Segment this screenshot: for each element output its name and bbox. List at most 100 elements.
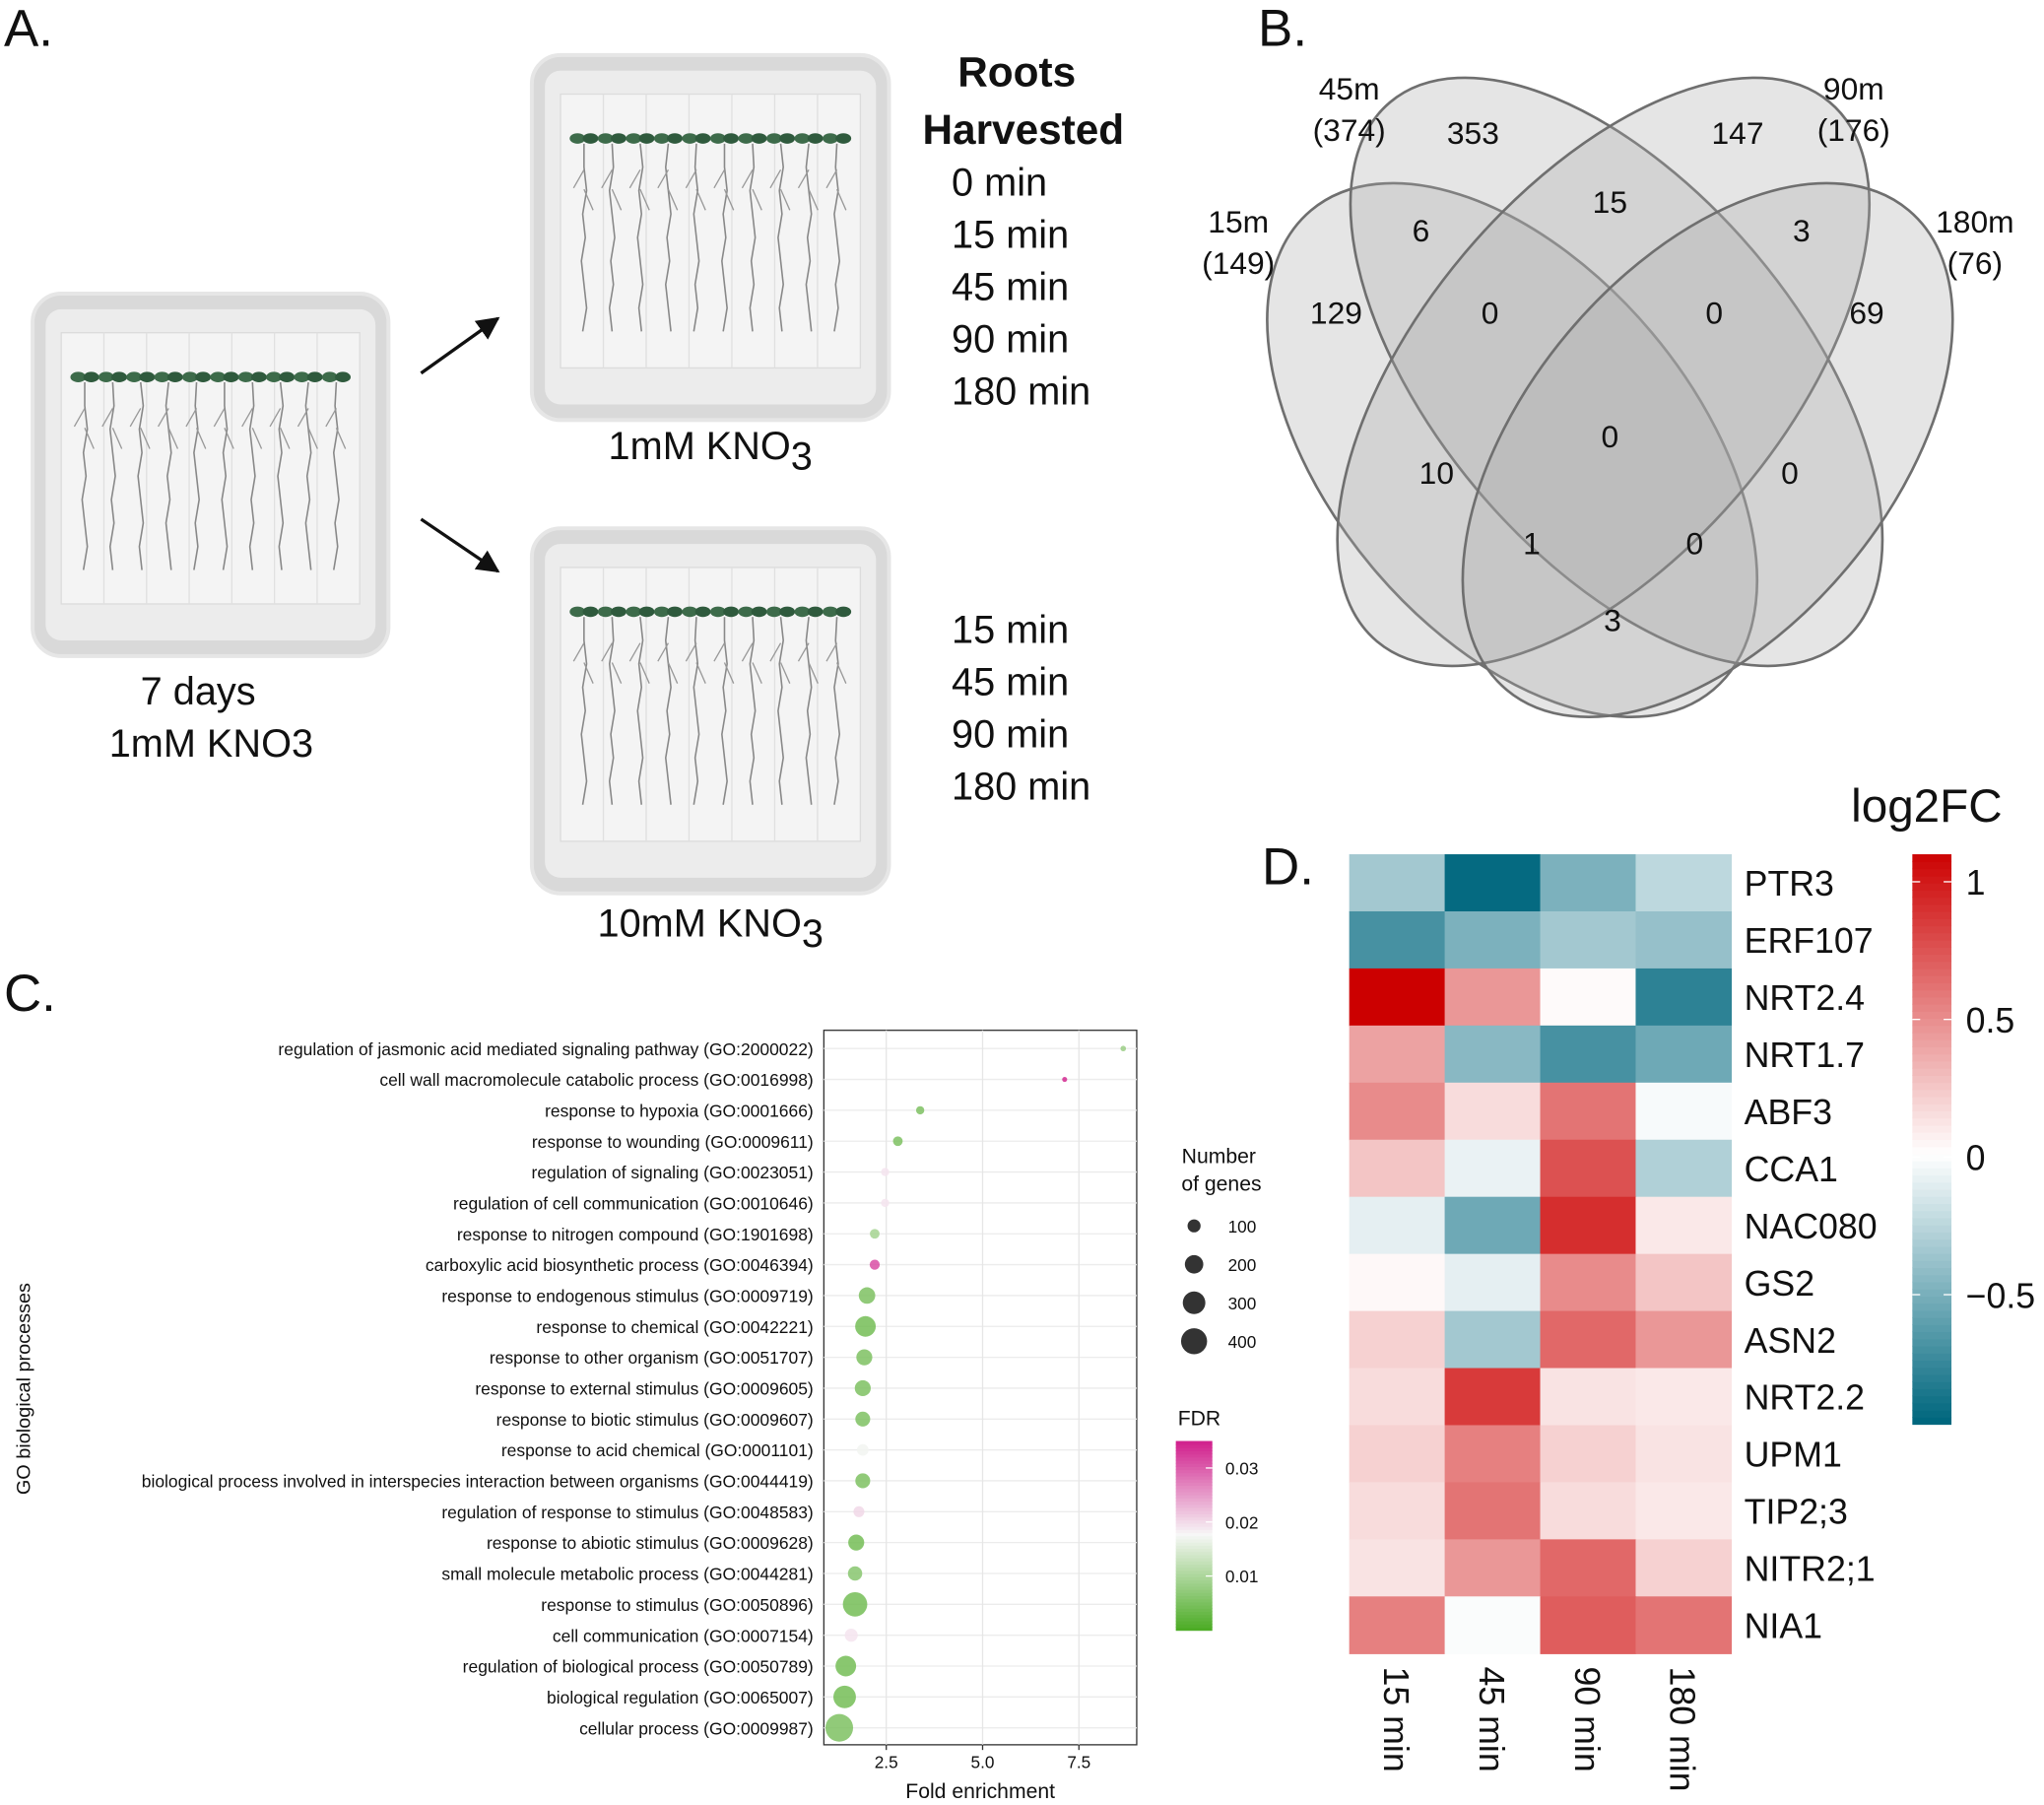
root xyxy=(777,617,784,805)
y-tick-label: regulation of response to stimulus (GO:0… xyxy=(441,1503,813,1522)
colorbar-step xyxy=(1912,1267,1952,1276)
colorbar-step xyxy=(1175,1522,1213,1527)
leaf xyxy=(582,133,599,144)
point xyxy=(869,1259,881,1270)
lateral-root xyxy=(101,408,123,449)
colorbar-step xyxy=(1175,1450,1213,1455)
colorbar-step xyxy=(1175,1588,1213,1593)
colorbar-step xyxy=(1175,1491,1213,1496)
leaf xyxy=(126,371,143,382)
heatmap-cell xyxy=(1349,1082,1446,1141)
colorbar-step xyxy=(1175,1611,1213,1616)
lateral-root xyxy=(797,168,819,211)
leaf xyxy=(626,133,642,144)
y-tick-label: cellular process (GO:0009987) xyxy=(579,1718,814,1738)
colorbar-step xyxy=(1175,1446,1213,1451)
y-tick-label: response to biotic stimulus (GO:0009607) xyxy=(496,1410,814,1430)
colorbar-step xyxy=(1912,996,1952,1005)
colorbar-step xyxy=(1175,1462,1213,1467)
heatmap-cell xyxy=(1349,1310,1446,1370)
row-label: ASN2 xyxy=(1745,1321,1836,1361)
heatmap-cell xyxy=(1444,1253,1542,1312)
colorbar-step xyxy=(1912,1288,1952,1298)
leaf xyxy=(723,606,740,618)
heatmap-cell xyxy=(1349,1539,1446,1597)
legend-size xyxy=(1184,1254,1204,1274)
colorbar-step xyxy=(1175,1554,1213,1559)
row-label: CCA1 xyxy=(1745,1150,1838,1189)
colorbar-step xyxy=(1912,918,1952,927)
heatmap-cell xyxy=(1635,1482,1733,1541)
lateral-root xyxy=(297,408,318,449)
heatmap-cell xyxy=(1349,1368,1446,1427)
root xyxy=(165,381,172,570)
venn-count: 15 xyxy=(1593,184,1627,220)
point xyxy=(847,1566,863,1581)
leaf xyxy=(181,371,198,382)
lateral-root xyxy=(713,642,735,684)
colorbar-step xyxy=(1912,1395,1952,1404)
leaf xyxy=(597,606,614,618)
venn-set-count: (76) xyxy=(1947,245,2003,281)
y-tick-label: response to hypoxia (GO:0001666) xyxy=(545,1102,814,1121)
lateral-root xyxy=(73,408,95,449)
leaf xyxy=(738,606,755,618)
colorbar-step xyxy=(1912,910,1952,919)
lateral-root xyxy=(685,642,706,684)
root xyxy=(636,617,644,805)
panel-label: D. xyxy=(1262,837,1314,896)
harvest-time: 45 min xyxy=(952,661,1069,704)
root xyxy=(248,381,256,570)
leaf xyxy=(653,606,670,618)
legend-label: 400 xyxy=(1228,1332,1257,1352)
harvest-time: 180 min xyxy=(952,765,1090,808)
colorbar-step xyxy=(1912,1417,1952,1426)
colorbar-step xyxy=(1175,1541,1213,1546)
heatmap-cell xyxy=(1635,910,1733,969)
column-label: 45 min xyxy=(1472,1666,1511,1772)
root xyxy=(833,143,841,332)
y-tick-label: regulation of signaling (GO:0023051) xyxy=(532,1163,814,1182)
heatmap-cell xyxy=(1540,1482,1637,1541)
heatmap-cell xyxy=(1635,968,1733,1027)
leaf xyxy=(694,606,711,618)
y-tick-label: regulation of biological process (GO:005… xyxy=(463,1657,814,1677)
colorbar-step xyxy=(1175,1519,1213,1524)
colorbar-step xyxy=(1175,1488,1213,1493)
lateral-root xyxy=(713,168,735,211)
heatmap-cell xyxy=(1635,1025,1733,1084)
y-tick-label: cell communication (GO:0007154) xyxy=(553,1626,814,1645)
point xyxy=(855,1473,871,1489)
leaf xyxy=(139,371,156,382)
colorbar-step xyxy=(1175,1529,1213,1534)
colorbar-step xyxy=(1175,1617,1213,1622)
colorbar-step xyxy=(1912,1011,1952,1020)
colorbar-step xyxy=(1175,1551,1213,1556)
heatmap-cell xyxy=(1635,1368,1733,1427)
venn-count: 0 xyxy=(1686,526,1704,562)
colorbar-step xyxy=(1912,982,1952,991)
heatmap-cell xyxy=(1540,1539,1637,1597)
leaf xyxy=(823,606,838,618)
lateral-root xyxy=(185,408,207,449)
colorbar-step xyxy=(1912,1025,1952,1034)
colorbar-step xyxy=(1912,1196,1952,1205)
colorbar-step xyxy=(1175,1516,1213,1521)
heatmap-cell xyxy=(1635,1139,1733,1198)
colorbar-step xyxy=(1912,932,1952,941)
y-tick-label: biological process involved in interspec… xyxy=(142,1472,814,1492)
venn-count: 6 xyxy=(1413,213,1430,248)
y-tick-label: carboxylic acid biosynthetic process (GO… xyxy=(426,1255,814,1275)
colorbar-step xyxy=(1175,1545,1213,1550)
point xyxy=(870,1229,880,1239)
heatmap-cell xyxy=(1444,1596,1542,1654)
leaf xyxy=(83,371,99,382)
venn-set-name: 90m xyxy=(1823,71,1884,106)
colorbar-label: 1 xyxy=(1966,863,1986,902)
venn-set-name: 180m xyxy=(1936,204,2013,239)
colorbar-step xyxy=(1912,1217,1952,1226)
y-tick-label: regulation of jasmonic acid mediated sig… xyxy=(278,1039,813,1059)
colorbar-step xyxy=(1175,1572,1213,1577)
legend-title: Number xyxy=(1182,1146,1256,1169)
heatmap-cell xyxy=(1635,1425,1733,1484)
